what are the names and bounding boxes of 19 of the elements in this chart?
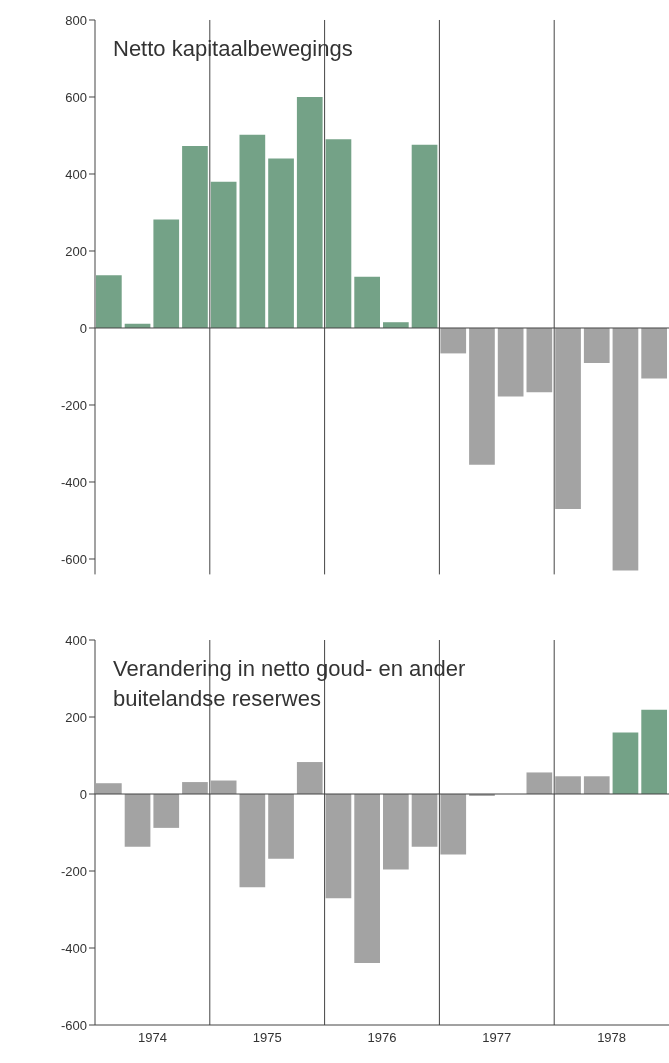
x-tick-label: 1974	[137, 1030, 167, 1046]
y-tick-label: 0	[79, 320, 87, 336]
y-tick-label: 400	[65, 166, 87, 182]
x-tick-label: 1978	[597, 1030, 627, 1046]
y-tick-label: 0	[79, 787, 87, 803]
y-tick-label: -400	[61, 474, 87, 490]
y-tick-label: -200	[60, 864, 87, 880]
y-tick-label: -400	[60, 941, 87, 957]
x-tick-label: 1975	[252, 1030, 282, 1046]
x-tick-label: 1976	[367, 1030, 397, 1046]
y-tick-label: -600	[61, 551, 87, 567]
y-tick-label: 600	[65, 89, 87, 105]
y-tick-label: -200	[61, 397, 87, 413]
y-tick-label: 400	[65, 633, 87, 649]
y-tick-label: 200	[65, 710, 87, 726]
y-tick-label: -600	[60, 1018, 87, 1034]
y-tick-label: 800	[65, 12, 87, 28]
y-tick-label: 200	[65, 243, 87, 259]
x-tick-label: 1977	[482, 1030, 512, 1046]
